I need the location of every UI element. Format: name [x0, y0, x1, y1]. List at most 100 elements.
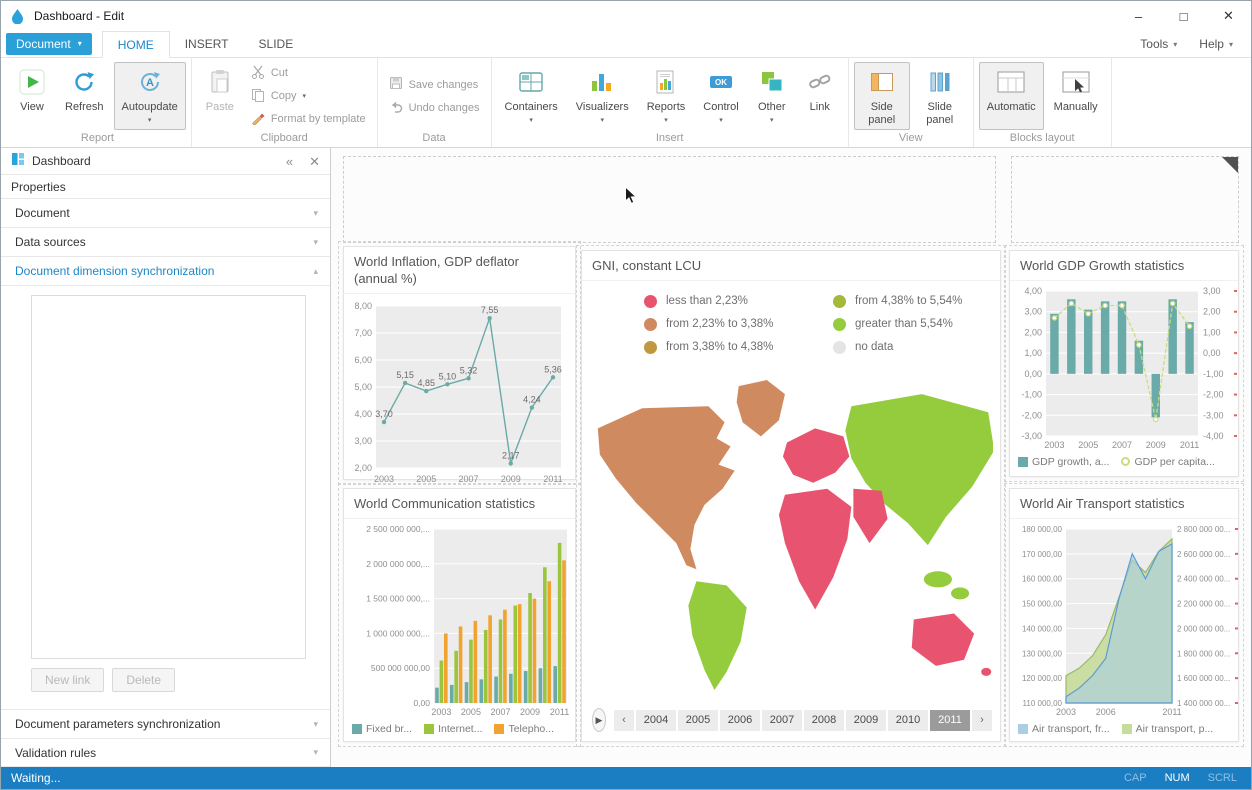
accordion-validation-rules[interactable]: Validation rules ▾ — [1, 738, 330, 767]
year-button-2005[interactable]: 2005 — [678, 709, 718, 731]
link-icon — [807, 69, 833, 98]
titlebar: Dashboard - Edit – □ ✕ — [1, 1, 1251, 31]
close-button[interactable]: ✕ — [1223, 8, 1234, 23]
chevron-down-icon: ▾ — [769, 117, 774, 125]
year-button-2011[interactable]: 2011 — [930, 709, 970, 731]
tab-slide[interactable]: SLIDE — [258, 37, 294, 51]
maximize-button[interactable]: □ — [1179, 8, 1188, 24]
other-button[interactable]: Other ▾ — [749, 62, 795, 130]
svg-text:-4,00: -4,00 — [1203, 431, 1224, 441]
map-region-middle-east[interactable] — [853, 489, 888, 544]
previous-year-button[interactable]: ‹ — [614, 709, 634, 731]
svg-text:1 800 000 00...: 1 800 000 00... — [1177, 649, 1230, 658]
chart-legend: Fixed br... Internet... Telepho... — [344, 719, 575, 741]
accordion-document-dimension-synchronization[interactable]: Document dimension synchronization ▴ — [1, 257, 330, 286]
tab-insert[interactable]: INSERT — [184, 37, 229, 51]
manually-layout-button[interactable]: Manually — [1046, 62, 1106, 130]
reports-button[interactable]: Reports ▾ — [639, 62, 694, 130]
widget-air-transport[interactable]: World Air Transport statistics 180 000,0… — [1004, 483, 1244, 747]
map-region-south-america[interactable] — [688, 581, 747, 691]
properties-header: Properties — [1, 174, 330, 199]
accordion-document[interactable]: Document ▾ — [1, 199, 330, 228]
map-region-asia[interactable] — [845, 394, 993, 546]
format-by-template-button[interactable]: Format by template — [251, 111, 366, 128]
air-transport-area-chart: 180 000,00 170 000,00 160 000,00 150 000,00… — [1010, 519, 1238, 719]
ribbon: View Refresh A Autoupdate ▾ Report — [1, 58, 1251, 148]
ribbon-group-data: Save changes Undo changes Data — [378, 58, 492, 147]
ribbon-tabs: HOME INSERT SLIDE — [101, 31, 308, 58]
next-year-button[interactable]: › — [972, 709, 992, 731]
group-label-clipboard: Clipboard — [260, 132, 308, 144]
new-link-button[interactable]: New link — [31, 668, 105, 692]
year-button-2008[interactable]: 2008 — [804, 709, 844, 731]
year-button-2004[interactable]: 2004 — [636, 709, 676, 731]
svg-text:500 000 000,00: 500 000 000,00 — [371, 663, 430, 673]
document-menu-label: Document — [16, 37, 71, 51]
view-button[interactable]: View — [9, 62, 55, 130]
tab-home[interactable]: HOME — [101, 31, 170, 58]
widget-communication[interactable]: World Communication statistics 2 500 000… — [338, 483, 581, 747]
map-region-africa[interactable] — [778, 489, 852, 610]
map-region-north-america[interactable] — [597, 406, 735, 570]
control-button[interactable]: OK Control ▾ — [695, 62, 746, 130]
year-button-2009[interactable]: 2009 — [846, 709, 886, 731]
copy-button[interactable]: Copy ▾ — [251, 88, 366, 105]
save-changes-button[interactable]: Save changes — [389, 76, 480, 93]
svg-text:-3,00: -3,00 — [1203, 410, 1224, 420]
play-button[interactable]: ▶ — [592, 708, 606, 732]
map-legend-label: greater than 5,54% — [855, 318, 953, 331]
svg-text:1 500 000 000,...: 1 500 000 000,... — [366, 593, 430, 603]
dimension-sync-list[interactable] — [31, 295, 306, 659]
svg-text:130 000,00: 130 000,00 — [1022, 649, 1063, 658]
chevron-down-icon: ▾ — [147, 117, 152, 125]
help-menu[interactable]: Help ▾ — [1199, 37, 1233, 51]
side-panel-icon — [869, 69, 895, 98]
map-region-greenland[interactable] — [736, 380, 785, 437]
paste-button[interactable]: Paste — [197, 62, 243, 130]
save-icon — [389, 76, 403, 93]
year-button-2007[interactable]: 2007 — [762, 709, 802, 731]
dashboard-canvas[interactable]: World Inflation, GDP deflator (annual %)… — [331, 148, 1251, 767]
close-panel-icon[interactable]: ✕ — [309, 153, 320, 169]
format-brush-icon — [251, 111, 265, 128]
map-region-australia[interactable] — [911, 613, 975, 667]
visualizers-button[interactable]: Visualizers ▾ — [568, 62, 637, 130]
map-region-new-zealand[interactable] — [981, 668, 992, 677]
map-region-se-asia[interactable] — [950, 587, 970, 600]
refresh-button[interactable]: Refresh — [57, 62, 112, 130]
delete-button[interactable]: Delete — [112, 668, 176, 692]
svg-text:4,00: 4,00 — [1024, 286, 1042, 296]
cut-icon — [251, 65, 265, 82]
widget-world-inflation[interactable]: World Inflation, GDP deflator (annual %)… — [338, 241, 581, 485]
accordion-document-parameters-synchronization[interactable]: Document parameters synchronization ▾ — [1, 709, 330, 738]
chevron-down-icon: ▾ — [600, 117, 604, 125]
cut-button[interactable]: Cut — [251, 65, 366, 82]
map-region-europe[interactable] — [782, 428, 850, 484]
status-bar: Waiting... CAP NUM SCRL — [1, 767, 1251, 789]
map-legend-dot — [644, 294, 657, 308]
automatic-layout-button[interactable]: Automatic — [978, 62, 1044, 130]
svg-text:1,00: 1,00 — [1203, 327, 1221, 337]
year-button-2006[interactable]: 2006 — [720, 709, 760, 731]
svg-text:1 600 000 00...: 1 600 000 00... — [1177, 674, 1230, 683]
widget-gni-map[interactable]: GNI, constant LCU less than 2,23% from 2,… — [576, 245, 1006, 747]
widget-gdp-growth[interactable]: World GDP Growth statistics 4,00 3,00 2,00… — [1004, 245, 1244, 482]
tools-menu[interactable]: Tools ▾ — [1140, 37, 1177, 51]
slide-panel-button[interactable]: Slide panel — [912, 62, 968, 130]
link-button[interactable]: Link — [797, 62, 843, 130]
svg-text:2011: 2011 — [550, 707, 569, 717]
minimize-button[interactable]: – — [1134, 8, 1143, 24]
autoupdate-button[interactable]: A Autoupdate ▾ — [113, 62, 186, 130]
document-menu-button[interactable]: Document ▾ — [6, 33, 92, 55]
side-panel-button[interactable]: Side panel — [853, 62, 910, 131]
manual-layout-icon — [1061, 69, 1091, 98]
svg-text:3,00: 3,00 — [354, 436, 372, 446]
accordion-data-sources[interactable]: Data sources ▾ — [1, 228, 330, 257]
year-button-2010[interactable]: 2010 — [888, 709, 928, 731]
containers-button[interactable]: Containers ▾ — [497, 62, 566, 130]
map-region-se-asia[interactable] — [923, 571, 952, 588]
undo-changes-button[interactable]: Undo changes — [389, 99, 480, 116]
collapse-panel-icon[interactable]: « — [285, 153, 294, 169]
svg-text:2007: 2007 — [490, 707, 510, 717]
dashboard-panel-icon — [11, 152, 25, 171]
